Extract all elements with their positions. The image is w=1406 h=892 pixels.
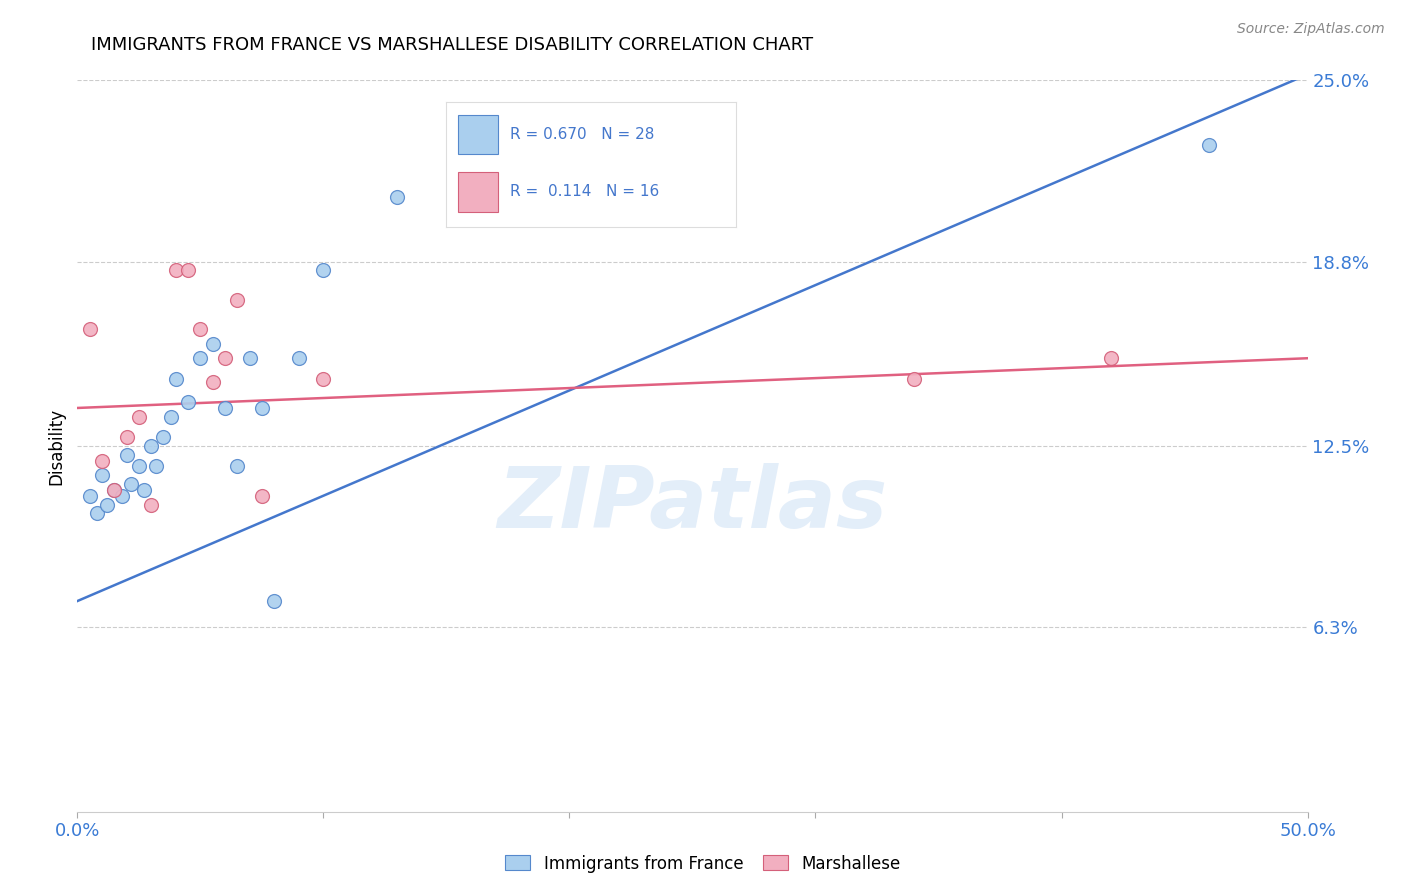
Text: IMMIGRANTS FROM FRANCE VS MARSHALLESE DISABILITY CORRELATION CHART: IMMIGRANTS FROM FRANCE VS MARSHALLESE DI…: [91, 36, 814, 54]
Point: [188, 322, 212, 336]
Point: [903, 372, 925, 386]
Point: [226, 293, 249, 307]
Point: [111, 489, 132, 503]
Point: [250, 489, 273, 503]
Text: Source: ZipAtlas.com: Source: ZipAtlas.com: [1237, 22, 1385, 37]
Text: ZIPatlas: ZIPatlas: [498, 463, 887, 546]
Point: [86, 506, 108, 520]
Point: [152, 430, 174, 444]
Point: [145, 459, 167, 474]
Point: [115, 448, 138, 462]
Point: [188, 351, 212, 366]
Point: [312, 263, 335, 277]
Point: [90, 468, 114, 483]
Point: [141, 498, 163, 512]
Point: [103, 483, 125, 497]
Point: [96, 498, 118, 512]
Point: [132, 483, 155, 497]
Point: [201, 336, 224, 351]
Point: [79, 322, 101, 336]
Point: [239, 351, 262, 366]
Legend: Immigrants from France, Marshallese: Immigrants from France, Marshallese: [499, 848, 907, 880]
Point: [141, 439, 163, 453]
Point: [115, 430, 138, 444]
Point: [128, 409, 150, 424]
Point: [214, 351, 236, 366]
Point: [1099, 351, 1122, 366]
Point: [79, 489, 101, 503]
Point: [177, 395, 200, 409]
Point: [214, 401, 236, 415]
Point: [128, 459, 150, 474]
Point: [385, 190, 409, 204]
Point: [226, 459, 249, 474]
Point: [103, 483, 125, 497]
Point: [90, 453, 114, 467]
Point: [312, 372, 335, 386]
Point: [160, 409, 183, 424]
Point: [201, 375, 224, 389]
Point: [496, 161, 519, 175]
Point: [177, 263, 200, 277]
Point: [165, 263, 187, 277]
Point: [250, 401, 273, 415]
Point: [1198, 137, 1220, 152]
Point: [263, 594, 285, 608]
Point: [165, 372, 187, 386]
Y-axis label: Disability: Disability: [48, 408, 66, 484]
Point: [121, 477, 143, 491]
Point: [288, 351, 311, 366]
